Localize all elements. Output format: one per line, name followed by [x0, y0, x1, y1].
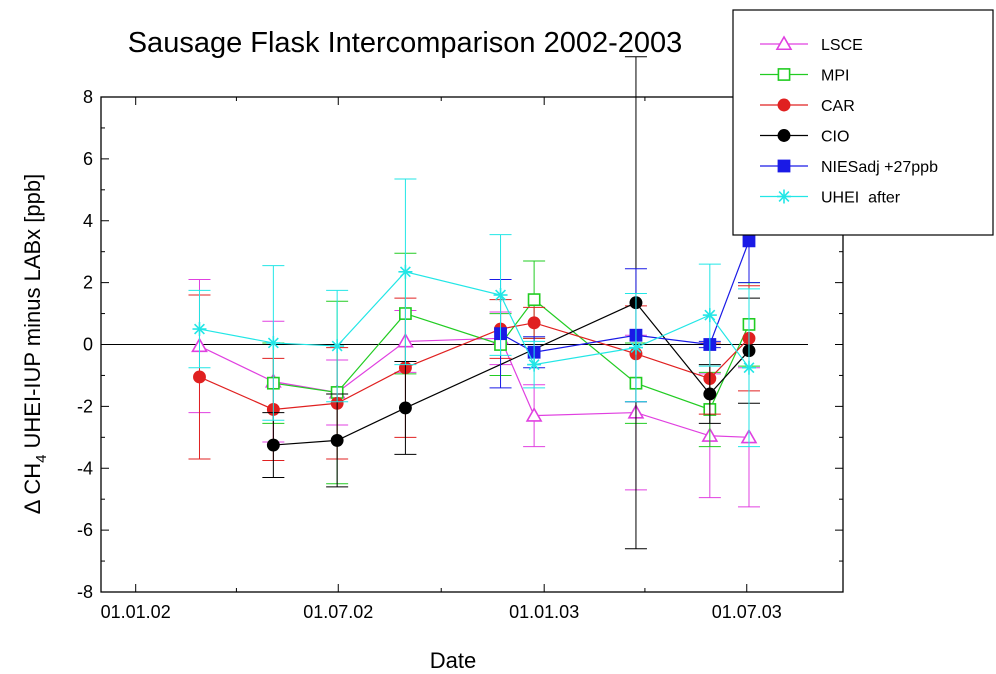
legend-item-0: LSCE [760, 35, 863, 54]
series-line [199, 337, 750, 438]
marker-asterisk [266, 335, 281, 350]
series-line [273, 301, 750, 446]
legend: LSCE MPI CAR CIO NIESadj +27ppb UHEI after [732, 9, 994, 236]
y-axis-label: Δ CH4 UHEI-IUP minus LABx [ppb] [20, 174, 50, 514]
marker-circle [777, 129, 791, 142]
y-tick-label: 4 [83, 211, 93, 231]
legend-item-1: MPI [760, 68, 849, 85]
marker-asterisk [192, 322, 207, 337]
series-line [273, 298, 750, 411]
y-tick-label: 6 [83, 149, 93, 169]
y-tick-label: -4 [77, 458, 93, 478]
marker-asterisk [398, 264, 413, 279]
y-tick-label: -8 [77, 582, 93, 602]
legend-label: MPI [821, 68, 849, 85]
marker-asterisk [527, 357, 542, 372]
y-axis-label-subscript: 4 [33, 454, 50, 462]
series-2 [188, 285, 760, 462]
x-tick-label: 01.01.02 [101, 602, 171, 622]
marker-circle [330, 433, 344, 447]
marker-circle [527, 316, 541, 330]
marker-triangle [525, 407, 543, 422]
x-axis-label: Date [430, 648, 476, 673]
marker-circle [777, 98, 791, 112]
marker-circle [193, 370, 206, 384]
marker-square [742, 234, 756, 248]
marker-circle [703, 387, 717, 401]
legend-label: LSCE [821, 37, 863, 54]
series-0 [188, 279, 760, 508]
marker-asterisk [628, 340, 643, 355]
marker-square [777, 68, 791, 81]
legend-label: NIESadj +27ppb [821, 159, 938, 176]
plot-area: -8 -6 -4 -2 0 2 4 6 8 01.01.02 01.07.02 01.01.03 01.… [77, 56, 844, 622]
y-tick-label: -6 [77, 520, 93, 540]
marker-triangle [775, 35, 793, 51]
y-tick-label: 0 [83, 335, 93, 355]
y-tick-label: 2 [83, 273, 93, 293]
marker-circle [398, 401, 412, 415]
marker-asterisk [777, 189, 791, 204]
chart-title: Sausage Flask Intercomparison 2002-2003 [128, 27, 683, 59]
marker-square [527, 293, 541, 307]
marker-square [777, 159, 791, 173]
series-5 [188, 178, 760, 448]
y-axis-label-text: UHEI-IUP minus LABx [ppb] [20, 174, 45, 449]
marker-asterisk [493, 288, 508, 302]
legend-item-5: UHEI after [760, 189, 901, 207]
y-tick-label: -2 [77, 396, 93, 416]
y-tick-label: 8 [83, 87, 93, 107]
series-line [199, 271, 750, 369]
legend-item-2: CAR [760, 98, 855, 115]
marker-asterisk [741, 360, 756, 375]
y-axis-label-prefix: Δ CH [20, 463, 45, 514]
marker-circle [266, 438, 280, 452]
x-tick-label: 01.07.03 [712, 602, 782, 622]
legend-label: CIO [821, 129, 849, 146]
marker-asterisk [702, 308, 717, 323]
legend-item-4: NIESadj +27ppb [760, 159, 938, 176]
legend-label: CAR [821, 98, 855, 115]
legend-box [732, 9, 994, 236]
marker-asterisk [330, 339, 345, 354]
legend-label: UHEI after [821, 190, 901, 207]
x-tick-label: 01.01.03 [509, 602, 579, 622]
x-tick-label: 01.07.02 [303, 602, 373, 622]
legend-item-3: CIO [760, 129, 849, 146]
